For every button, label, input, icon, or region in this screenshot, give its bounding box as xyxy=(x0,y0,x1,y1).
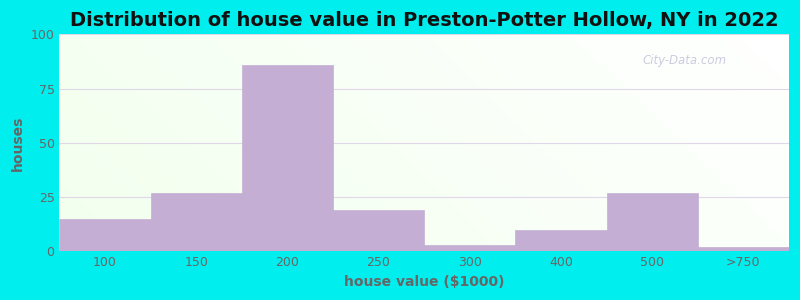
Bar xyxy=(606,193,698,251)
Y-axis label: houses: houses xyxy=(11,115,25,171)
Bar xyxy=(242,65,333,251)
Bar xyxy=(515,230,606,251)
Bar xyxy=(698,247,789,251)
Bar xyxy=(424,245,515,251)
Bar xyxy=(333,210,424,251)
Title: Distribution of house value in Preston-Potter Hollow, NY in 2022: Distribution of house value in Preston-P… xyxy=(70,11,778,30)
X-axis label: house value ($1000): house value ($1000) xyxy=(344,275,504,289)
Bar xyxy=(150,193,242,251)
Bar xyxy=(59,219,150,251)
Text: City-Data.com: City-Data.com xyxy=(643,54,727,67)
